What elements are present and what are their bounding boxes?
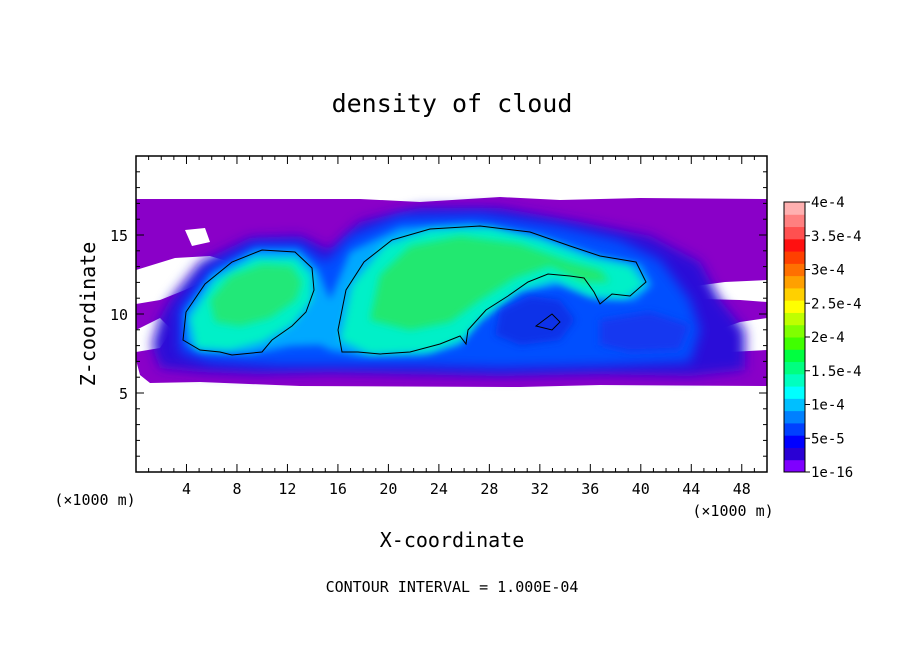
cloud-density-field bbox=[136, 197, 767, 387]
colorbar-label: 1.5e-4 bbox=[811, 364, 862, 380]
colorbar-label: 5e-5 bbox=[811, 431, 845, 447]
x-tick-label: 28 bbox=[480, 480, 498, 498]
colorbar-swatch bbox=[784, 349, 805, 363]
colorbar-label: 1e-4 bbox=[811, 398, 845, 414]
x-tick-label: 24 bbox=[430, 480, 448, 498]
colorbar-swatch bbox=[784, 300, 805, 313]
colorbar-swatch bbox=[784, 386, 805, 399]
colorbar-swatch bbox=[784, 410, 805, 424]
colorbar bbox=[783, 201, 806, 473]
colorbar-swatch bbox=[784, 202, 805, 215]
left-core-green bbox=[210, 264, 302, 326]
colorbar-labels: 4e-4 3.5e-4 3e-4 2.5e-4 2e-4 1.5e-4 1e-4 5e-5 1e… bbox=[805, 195, 862, 481]
colorbar-label: 2e-4 bbox=[811, 330, 845, 346]
main-core-green bbox=[370, 236, 610, 330]
inner-blue-patch bbox=[495, 296, 575, 345]
x-units-note-right: (×1000 m) bbox=[692, 502, 773, 520]
colorbar-swatch bbox=[784, 422, 805, 436]
x-tick-label: 4 bbox=[182, 480, 191, 498]
contour-main-cell bbox=[337, 225, 647, 355]
x-axis-label: X-coordinate bbox=[380, 528, 525, 552]
x-tick-label: 40 bbox=[632, 480, 650, 498]
chart-title: density of cloud bbox=[332, 89, 573, 118]
x-tick-label: 32 bbox=[531, 480, 549, 498]
colorbar-label: 2.5e-4 bbox=[811, 296, 862, 312]
gap-top-left bbox=[185, 228, 210, 246]
colorbar-swatch bbox=[784, 287, 805, 301]
colorbar-swatch bbox=[784, 251, 805, 264]
contour-left-cell bbox=[182, 249, 315, 356]
x-tick-label: 20 bbox=[379, 480, 397, 498]
contour-interval-note: CONTOUR INTERVAL = 1.000E-04 bbox=[326, 578, 579, 596]
x-tick-label: 48 bbox=[733, 480, 751, 498]
x-tick-label: 12 bbox=[278, 480, 296, 498]
y-axis-label: Z-coordinate bbox=[76, 242, 100, 387]
colorbar-label: 3.5e-4 bbox=[811, 229, 862, 245]
colorbar-swatch bbox=[784, 263, 805, 277]
colorbar-swatch bbox=[784, 435, 805, 448]
x-tick-label: 36 bbox=[581, 480, 599, 498]
colorbar-swatch bbox=[784, 398, 805, 412]
lower-right-blue-patch bbox=[600, 312, 690, 352]
colorbar-swatch bbox=[784, 238, 805, 252]
x-units-note-left: (×1000 m) bbox=[54, 491, 135, 509]
colorbar-swatch bbox=[784, 361, 805, 375]
colorbar-label: 1e-16 bbox=[811, 465, 853, 481]
colorbar-swatch bbox=[784, 337, 805, 350]
colorbar-label: 4e-4 bbox=[811, 195, 845, 211]
x-tick-marks: 4 8 12 16 20 24 28 32 36 40 44 48 bbox=[148, 156, 755, 498]
colorbar-swatch bbox=[784, 459, 805, 473]
y-tick-marks: 5 10 15 bbox=[110, 171, 767, 457]
colorbar-swatch bbox=[784, 275, 805, 289]
colorbar-swatch bbox=[784, 324, 805, 338]
colorbar-swatch bbox=[784, 226, 805, 240]
x-tick-label: 44 bbox=[682, 480, 700, 498]
y-tick-label: 15 bbox=[110, 227, 128, 245]
colorbar-swatch bbox=[784, 312, 805, 326]
colorbar-swatch bbox=[784, 373, 805, 387]
x-tick-label: 8 bbox=[232, 480, 241, 498]
colorbar-label: 3e-4 bbox=[811, 263, 845, 279]
y-tick-label: 5 bbox=[119, 385, 128, 403]
y-tick-label: 10 bbox=[110, 306, 128, 324]
contour-patch bbox=[534, 313, 561, 331]
colorbar-swatch bbox=[784, 447, 805, 461]
x-tick-label: 16 bbox=[329, 480, 347, 498]
colorbar-swatch bbox=[784, 214, 805, 228]
